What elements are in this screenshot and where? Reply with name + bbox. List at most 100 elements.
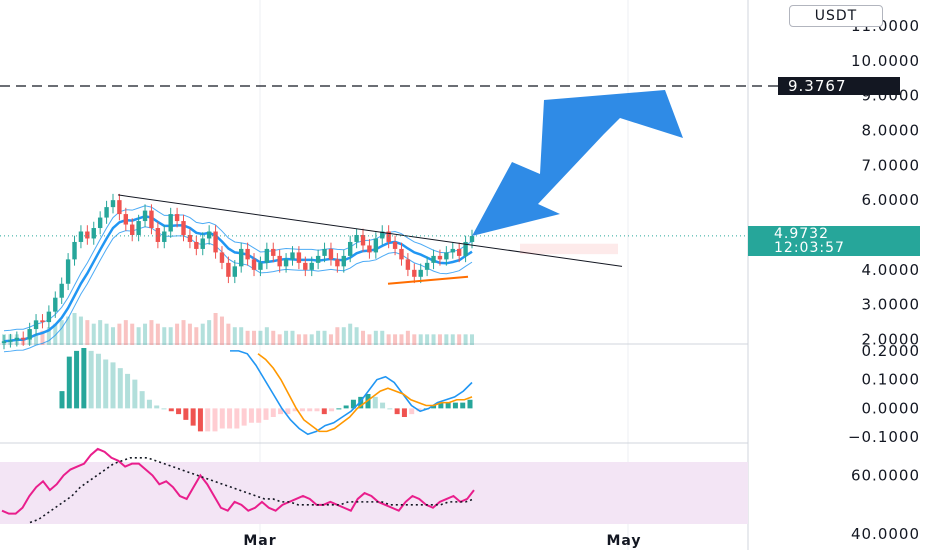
rsi-band	[0, 462, 748, 524]
rsi-tick-label: 40.0000	[851, 525, 920, 543]
candle-body	[271, 248, 276, 256]
macd-histogram-bar	[387, 408, 393, 410]
candle-body	[91, 228, 96, 239]
candle-body	[315, 255, 321, 263]
candle-body	[194, 241, 199, 249]
macd-histogram-bar	[299, 408, 305, 412]
grid	[0, 0, 749, 550]
volume-bar	[162, 327, 167, 345]
candle-body	[206, 231, 212, 239]
volume-bar	[207, 320, 212, 345]
signal-line	[257, 353, 473, 433]
volume-bar	[386, 334, 391, 345]
macd-histogram-bar	[438, 402, 444, 409]
volume-bar	[348, 323, 353, 345]
price-tick-label: 6.0000	[862, 191, 921, 209]
volume-bar	[130, 323, 135, 345]
volume-bar	[341, 327, 346, 345]
candle-body	[104, 207, 109, 218]
macd-tick-label: 0.1000	[862, 371, 921, 389]
macd-histogram-bar	[321, 408, 327, 415]
candle-body	[65, 259, 71, 284]
candle-body	[174, 214, 180, 222]
candle-body	[290, 252, 295, 260]
volume-bar	[316, 330, 321, 345]
forecast-arrow-icon	[472, 90, 683, 236]
macd-histogram-bar	[154, 405, 160, 409]
volume-bar	[367, 334, 372, 345]
candle-body	[226, 262, 231, 277]
target-price-badge: 9.3767	[778, 77, 900, 95]
macd-histogram-bar	[460, 402, 466, 409]
candle-body	[303, 262, 308, 270]
candle-body	[136, 221, 141, 235]
volume-bar	[290, 330, 295, 345]
price-tick-label: 7.0000	[862, 156, 921, 174]
ma-lower-line	[3, 226, 473, 353]
macd-histogram-bar	[88, 350, 94, 409]
volume-bar	[437, 334, 442, 345]
volume-bar	[78, 316, 83, 345]
candle-body	[373, 238, 379, 253]
price-axis[interactable]: 11.000010.00009.00008.00007.00006.00004.…	[848, 17, 920, 543]
macd-histogram-bar	[95, 353, 101, 409]
candle-body	[97, 217, 103, 229]
macd-histogram-bar	[234, 408, 240, 429]
candle-body	[8, 340, 13, 342]
volume-bar	[431, 334, 436, 345]
macd-histogram-bar	[212, 408, 218, 432]
candle-body	[59, 283, 64, 298]
volume-bar	[200, 323, 205, 345]
candle-body	[53, 297, 58, 312]
candle-body	[264, 248, 270, 263]
candle-body	[399, 248, 404, 260]
volume-bar	[245, 330, 250, 345]
macd-histogram-bar	[431, 405, 437, 409]
macd-pane	[59, 348, 473, 436]
trendline	[117, 194, 623, 267]
candle-body	[386, 231, 391, 242]
candle-body	[360, 234, 366, 246]
currency-badge[interactable]: USDT	[789, 5, 883, 27]
candle-body	[72, 241, 77, 260]
volume-bar	[405, 330, 410, 345]
macd-line	[230, 350, 473, 436]
volume-bar	[104, 323, 109, 345]
volume-bar	[53, 323, 58, 345]
macd-histogram-bar	[452, 402, 458, 409]
candle-body	[110, 200, 116, 208]
candle-body	[123, 214, 129, 225]
volume-bar	[72, 313, 77, 345]
macd-histogram-bar	[307, 408, 313, 412]
macd-histogram-bar	[394, 408, 400, 415]
macd-histogram-bar	[292, 408, 298, 412]
volume-bar	[309, 334, 314, 345]
volume-bar	[91, 323, 96, 345]
candle-body	[328, 248, 334, 260]
countdown-label: 12:03:57	[774, 240, 845, 256]
volume-bar	[98, 320, 103, 345]
candle-body	[187, 234, 193, 242]
support-line	[387, 275, 469, 285]
volume-bar	[155, 323, 160, 345]
candle-body	[341, 255, 346, 267]
macd-histogram-bar	[110, 362, 116, 409]
volume-bar	[303, 334, 308, 345]
volume-bar	[284, 330, 289, 345]
volume-bar	[149, 320, 154, 345]
candle-body	[450, 248, 455, 253]
candle-body	[412, 269, 417, 277]
candle-body	[251, 259, 257, 270]
candle-body	[405, 259, 411, 270]
candle-body	[347, 241, 353, 256]
time-axis[interactable]: Mar May	[243, 533, 641, 549]
candle-body	[130, 224, 135, 235]
candle-body	[354, 234, 359, 242]
macd-histogram-bar	[183, 408, 189, 420]
volume-bar	[85, 320, 90, 345]
volume-bar	[181, 320, 186, 345]
candle-body	[33, 320, 39, 330]
candle-body	[168, 214, 173, 232]
volume-bar	[412, 334, 417, 345]
